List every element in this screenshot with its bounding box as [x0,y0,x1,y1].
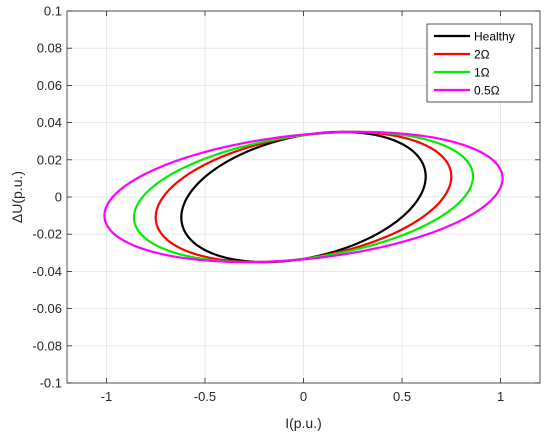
legend-label: 2Ω [474,48,490,62]
series-curve-3 [103,130,504,264]
y-axis-label: ΔU(p.u.) [9,171,25,223]
y-tick-label: 0 [55,190,62,205]
tick-labels: -1 -0.5 0 0.5 1 -0.1 -0.08 -0.06 -0.04 -0.02 0 0.02… [32,4,504,405]
x-tick-label: -0.5 [194,389,216,404]
y-tick-label: 0.06 [37,78,62,93]
y-tick-label: 0.04 [37,115,62,130]
x-tick-label: 0.5 [393,389,411,404]
x-tick-label: 0 [300,389,307,404]
y-tick-label: -0.02 [32,227,62,242]
y-tick-label: -0.04 [32,264,62,279]
legend: Healthy 2Ω 1Ω 0.5Ω [426,23,533,103]
y-tick-label: 0.08 [37,41,62,56]
grid [67,10,540,384]
legend-label: 0.5Ω [474,84,500,98]
series-group [103,130,504,264]
legend-label: 1Ω [474,66,490,80]
x-tick-label: 1 [497,389,504,404]
x-axis-label: I(p.u.) [285,415,322,431]
y-tick-label: -0.1 [40,376,62,391]
y-tick-label: 0.1 [44,4,62,19]
y-tick-label: -0.06 [32,301,62,316]
x-tick-label: -1 [101,389,113,404]
y-tick-label: 0.02 [37,152,62,167]
legend-label: Healthy [474,30,515,44]
y-tick-label: -0.08 [32,338,62,353]
ticks [67,10,540,384]
